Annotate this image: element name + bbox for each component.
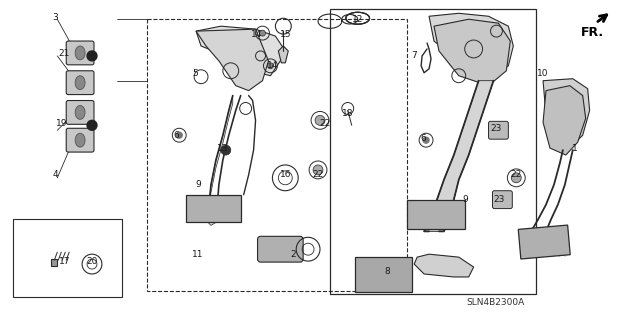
FancyBboxPatch shape xyxy=(488,121,508,139)
Text: 8: 8 xyxy=(385,266,390,276)
Polygon shape xyxy=(196,26,285,76)
Polygon shape xyxy=(424,81,493,231)
Circle shape xyxy=(315,115,325,125)
FancyBboxPatch shape xyxy=(66,41,94,65)
Text: 2: 2 xyxy=(291,250,296,259)
Text: 14: 14 xyxy=(267,61,278,70)
Ellipse shape xyxy=(75,46,85,60)
Text: 21: 21 xyxy=(58,49,70,58)
Text: FR.: FR. xyxy=(580,26,604,39)
Polygon shape xyxy=(414,254,474,277)
Text: 17: 17 xyxy=(58,256,70,266)
Text: SLN4B2300A: SLN4B2300A xyxy=(467,298,525,307)
Text: 22: 22 xyxy=(511,170,522,179)
FancyBboxPatch shape xyxy=(66,128,94,152)
Circle shape xyxy=(423,137,429,143)
Bar xyxy=(147,19,407,291)
Polygon shape xyxy=(429,13,513,76)
FancyBboxPatch shape xyxy=(66,100,94,124)
Bar xyxy=(330,9,536,294)
Text: 10: 10 xyxy=(538,69,548,78)
Circle shape xyxy=(87,120,97,130)
Circle shape xyxy=(268,63,273,69)
Text: 22: 22 xyxy=(312,170,324,179)
Text: 6: 6 xyxy=(173,131,179,140)
Text: 23: 23 xyxy=(491,124,502,133)
Ellipse shape xyxy=(75,133,85,147)
Circle shape xyxy=(260,30,266,36)
Polygon shape xyxy=(196,29,268,91)
Text: 9: 9 xyxy=(463,195,468,204)
Text: 12: 12 xyxy=(352,15,364,24)
Text: 6: 6 xyxy=(420,134,426,143)
Bar xyxy=(518,225,570,259)
Polygon shape xyxy=(434,19,510,85)
Ellipse shape xyxy=(75,76,85,90)
Text: 7: 7 xyxy=(412,51,417,60)
Bar xyxy=(13,219,122,297)
Text: 9: 9 xyxy=(195,180,201,189)
Polygon shape xyxy=(543,85,586,155)
Text: 16: 16 xyxy=(280,170,291,179)
Text: 20: 20 xyxy=(86,256,98,266)
Text: 19: 19 xyxy=(56,119,67,128)
Polygon shape xyxy=(278,46,288,63)
Text: 1: 1 xyxy=(572,144,578,152)
Circle shape xyxy=(221,145,231,155)
Text: 22: 22 xyxy=(319,119,331,128)
Polygon shape xyxy=(543,79,589,148)
FancyBboxPatch shape xyxy=(493,191,512,209)
Text: 15: 15 xyxy=(280,30,291,39)
Text: 23: 23 xyxy=(493,195,505,204)
Text: 11: 11 xyxy=(193,250,204,259)
FancyBboxPatch shape xyxy=(257,236,303,262)
Polygon shape xyxy=(208,96,233,226)
Polygon shape xyxy=(51,259,58,266)
Ellipse shape xyxy=(75,106,85,119)
Text: 4: 4 xyxy=(52,170,58,179)
Bar xyxy=(186,195,241,222)
Circle shape xyxy=(511,173,521,183)
Circle shape xyxy=(176,132,182,138)
Circle shape xyxy=(313,165,323,175)
Text: 5: 5 xyxy=(192,69,198,78)
Text: 3: 3 xyxy=(52,13,58,22)
Text: 14: 14 xyxy=(251,30,262,39)
FancyBboxPatch shape xyxy=(66,71,94,94)
Text: 18: 18 xyxy=(342,109,353,118)
Circle shape xyxy=(87,51,97,61)
Bar xyxy=(355,257,412,292)
Bar xyxy=(407,200,465,229)
Text: 13: 13 xyxy=(217,144,228,152)
